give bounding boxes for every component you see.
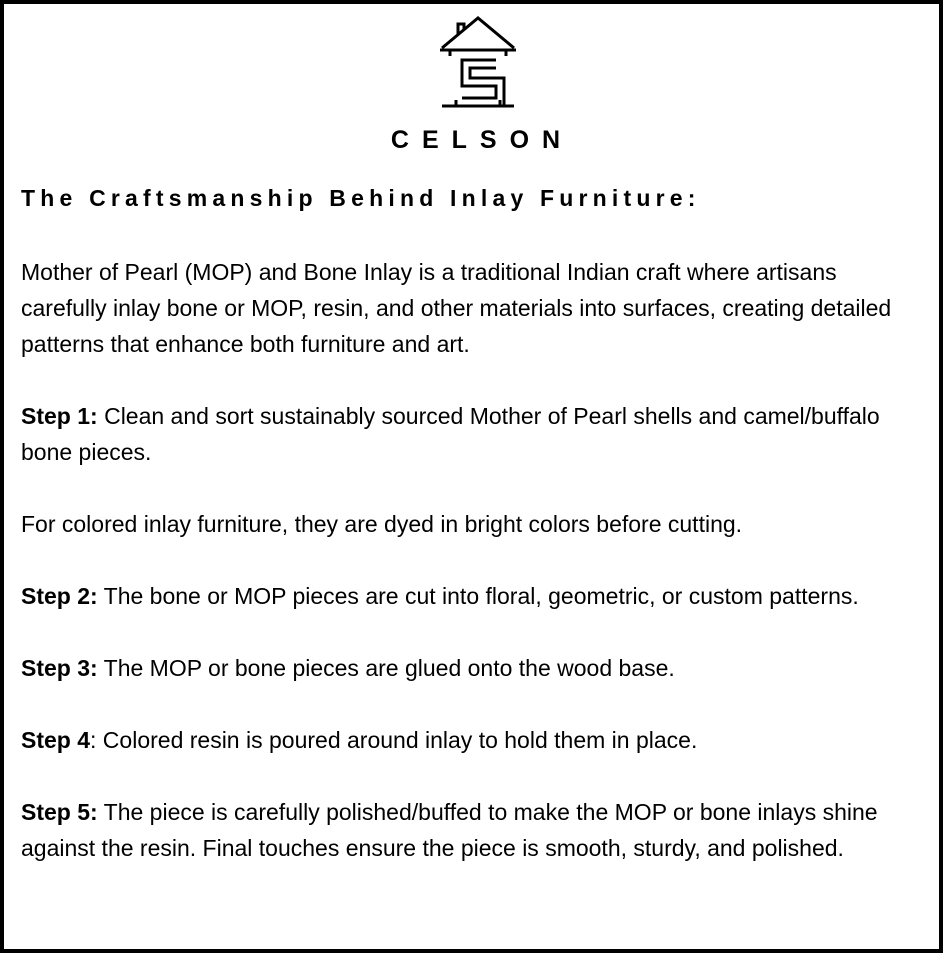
- intro-paragraph: Mother of Pearl (MOP) and Bone Inlay is …: [21, 259, 892, 357]
- colored-note: For colored inlay furniture, they are dy…: [21, 506, 926, 542]
- step-5: Step 5: The piece is carefully polished/…: [21, 794, 926, 866]
- step-text: The piece is carefully polished/buffed t…: [21, 799, 878, 861]
- step-text: For colored inlay furniture, they are dy…: [21, 511, 743, 537]
- brand-name: CELSON: [390, 126, 574, 154]
- step-4: Step 4: Colored resin is poured around i…: [21, 722, 926, 758]
- step-label: Step 1:: [21, 403, 98, 429]
- document-body: Mother of Pearl (MOP) and Bone Inlay is …: [21, 254, 926, 902]
- step-1: Step 1: Clean and sort sustainably sourc…: [21, 398, 926, 470]
- step-label: Step 3:: [21, 655, 98, 681]
- step-text: : Colored resin is poured around inlay t…: [90, 727, 698, 753]
- page-heading: The Craftsmanship Behind Inlay Furniture…: [21, 185, 701, 211]
- step-label: Step 2:: [21, 583, 98, 609]
- step-label: Step 5:: [21, 799, 98, 825]
- step-text: The bone or MOP pieces are cut into flor…: [97, 583, 859, 609]
- step-2: Step 2: The bone or MOP pieces are cut i…: [21, 578, 926, 614]
- step-3: Step 3: The MOP or bone pieces are glued…: [21, 650, 926, 686]
- house-s-logo-icon: [440, 16, 516, 108]
- step-text: The MOP or bone pieces are glued onto th…: [97, 655, 675, 681]
- step-label: Step 4: [21, 727, 91, 753]
- step-text: Clean and sort sustainably sourced Mothe…: [21, 403, 880, 465]
